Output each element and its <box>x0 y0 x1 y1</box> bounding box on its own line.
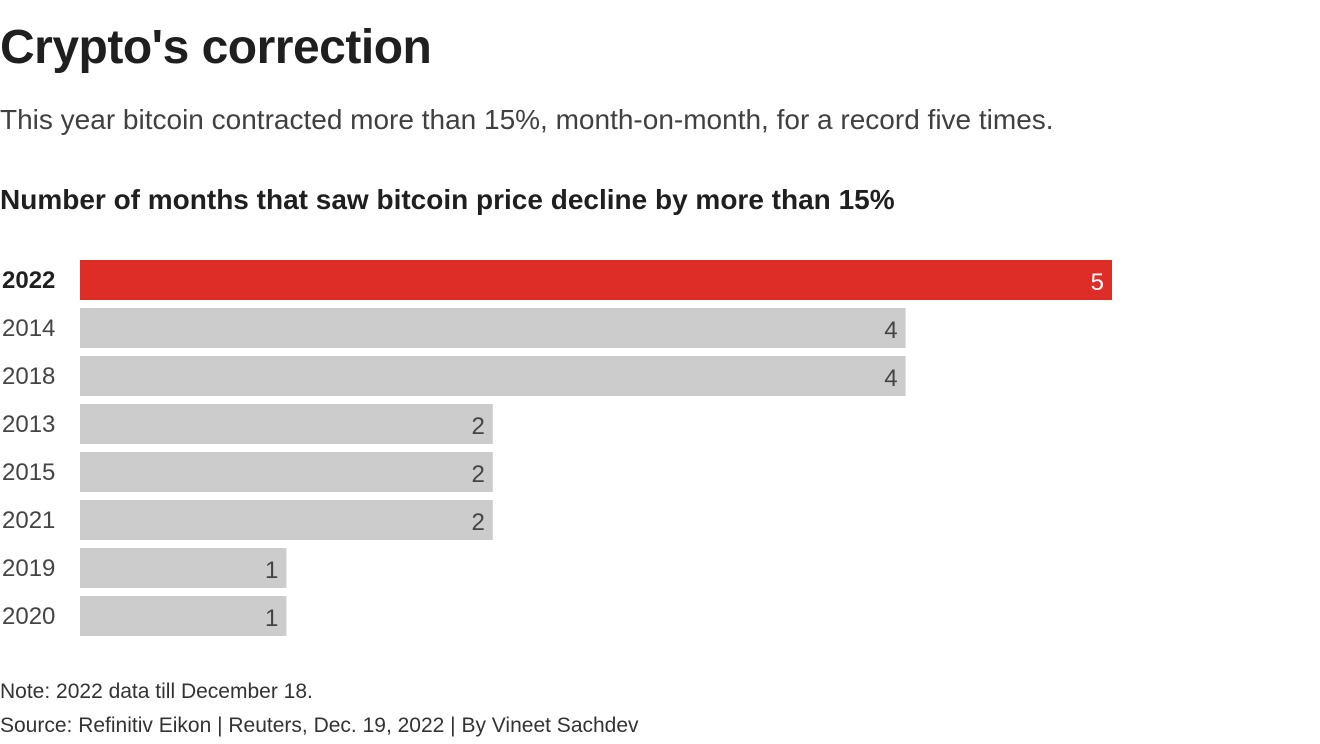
value-label-2020: 1 <box>265 605 278 632</box>
category-label-2020: 2020 <box>2 603 55 630</box>
bar-2018 <box>80 356 906 396</box>
source-credit: Source: Refinitiv Eikon | Reuters, Dec. … <box>0 714 639 737</box>
category-label-2015: 2015 <box>2 459 55 486</box>
chart-title: Number of months that saw bitcoin price … <box>0 184 895 215</box>
bar-2020 <box>80 596 287 636</box>
bar-2013 <box>80 404 493 444</box>
category-label-2018: 2018 <box>2 363 55 390</box>
category-label-2014: 2014 <box>2 315 55 342</box>
value-label-2013: 2 <box>471 413 484 440</box>
value-label-2019: 1 <box>265 557 278 584</box>
value-label-2014: 4 <box>884 317 897 344</box>
bar-2022 <box>80 260 1112 300</box>
category-label-2021: 2021 <box>2 507 55 534</box>
value-label-2018: 4 <box>884 365 897 392</box>
bar-2019 <box>80 548 287 588</box>
value-label-2022: 5 <box>1091 269 1104 296</box>
category-label-2019: 2019 <box>2 555 55 582</box>
category-label-2013: 2013 <box>2 411 55 438</box>
bar-2014 <box>80 308 906 348</box>
bar-2021 <box>80 500 493 540</box>
bar-chart: 2022 5 2014 4 2018 4 2013 2 2015 2 2021 2 2019 1 2020 1 <box>2 260 1112 636</box>
category-label-2022: 2022 <box>2 267 55 294</box>
bar-2015 <box>80 452 493 492</box>
page-title: Crypto's correction <box>0 21 432 74</box>
footnote: Note: 2022 data till December 18. <box>0 680 313 703</box>
value-label-2021: 2 <box>471 509 484 536</box>
value-label-2015: 2 <box>471 461 484 488</box>
page-subtitle: This year bitcoin contracted more than 1… <box>0 104 1054 135</box>
